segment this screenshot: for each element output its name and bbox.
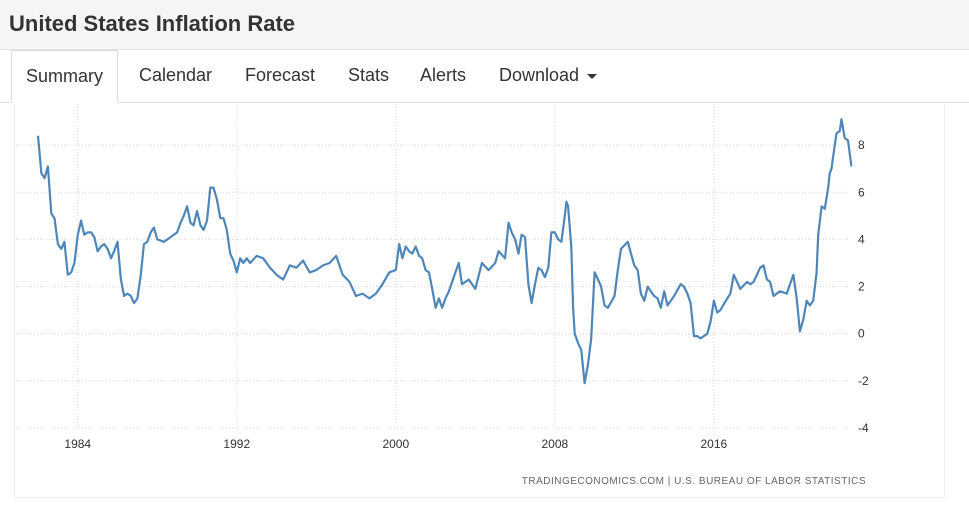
tab-download[interactable]: Download	[499, 50, 598, 103]
tab-bar: Summary Calendar Forecast Stats Alerts D…	[0, 50, 969, 103]
x-tick-label: 2008	[541, 437, 568, 451]
x-axis: 1984 1992 2000 2008 2016	[64, 437, 727, 451]
caret-down-icon	[587, 73, 598, 79]
x-tick-label: 2000	[382, 437, 409, 451]
page-title: United States Inflation Rate	[9, 11, 296, 36]
y-tick-label: 4	[858, 232, 865, 246]
tab-download-label: Download	[499, 65, 580, 85]
tab-calendar[interactable]: Calendar	[139, 65, 213, 85]
chart-container	[14, 104, 945, 498]
y-axis: -4 -2 0 2 4 6 8	[858, 138, 869, 435]
chart-source: TRADINGECONOMICS.COM | U.S. BUREAU OF LA…	[522, 476, 866, 487]
y-tick-label: 2	[858, 280, 865, 294]
x-tick-label: 2016	[701, 437, 728, 451]
chart-grid	[16, 104, 848, 429]
x-tick-label: 1992	[223, 437, 250, 451]
series-line-inflation-rate	[36, 118, 853, 385]
tab-forecast[interactable]: Forecast	[245, 65, 316, 85]
y-tick-label: -4	[858, 421, 869, 435]
tab-stats[interactable]: Stats	[348, 65, 390, 85]
y-tick-label: 6	[858, 185, 865, 199]
x-tick-label: 1984	[64, 437, 91, 451]
y-tick-label: 8	[858, 138, 865, 152]
tab-summary[interactable]: Summary	[11, 50, 119, 103]
y-tick-label: 0	[858, 327, 865, 341]
tab-alerts[interactable]: Alerts	[420, 65, 467, 85]
series-layer	[36, 118, 853, 385]
page-header: United States Inflation Rate	[0, 0, 969, 50]
y-tick-label: -2	[858, 374, 869, 388]
